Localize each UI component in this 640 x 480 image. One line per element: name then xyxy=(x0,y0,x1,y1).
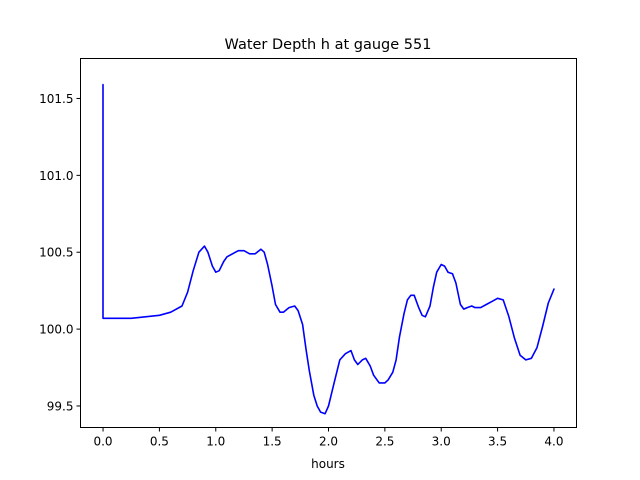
x-tick-label: 0.0 xyxy=(93,435,112,449)
x-tick-label: 2.5 xyxy=(375,435,394,449)
y-tick-label: 100.5 xyxy=(39,246,73,260)
x-tick-label: 3.5 xyxy=(488,435,507,449)
x-tick-label: 4.0 xyxy=(544,435,563,449)
y-tick-label: 101.0 xyxy=(39,169,73,183)
plot-frame xyxy=(80,58,577,428)
y-tick-label: 99.5 xyxy=(47,399,74,413)
y-axis-ticks: 99.5 100.0 100.5 101.0 101.5 xyxy=(39,92,81,413)
chart-title: Water Depth h at gauge 551 xyxy=(225,37,432,53)
series-line xyxy=(102,83,555,415)
y-tick-label: 100.0 xyxy=(39,323,73,337)
y-tick-label: 101.5 xyxy=(39,92,73,106)
x-tick-label: 1.5 xyxy=(263,435,282,449)
x-tick-label: 1.0 xyxy=(206,435,225,449)
plot-area xyxy=(102,83,555,415)
x-axis-ticks: 0.0 0.5 1.0 1.5 2.0 2.5 3.0 3.5 4.0 xyxy=(93,427,564,449)
x-tick-label: 3.0 xyxy=(432,435,451,449)
x-axis-label: hours xyxy=(311,457,345,471)
x-tick-label: 0.5 xyxy=(150,435,169,449)
x-tick-label: 2.0 xyxy=(319,435,338,449)
